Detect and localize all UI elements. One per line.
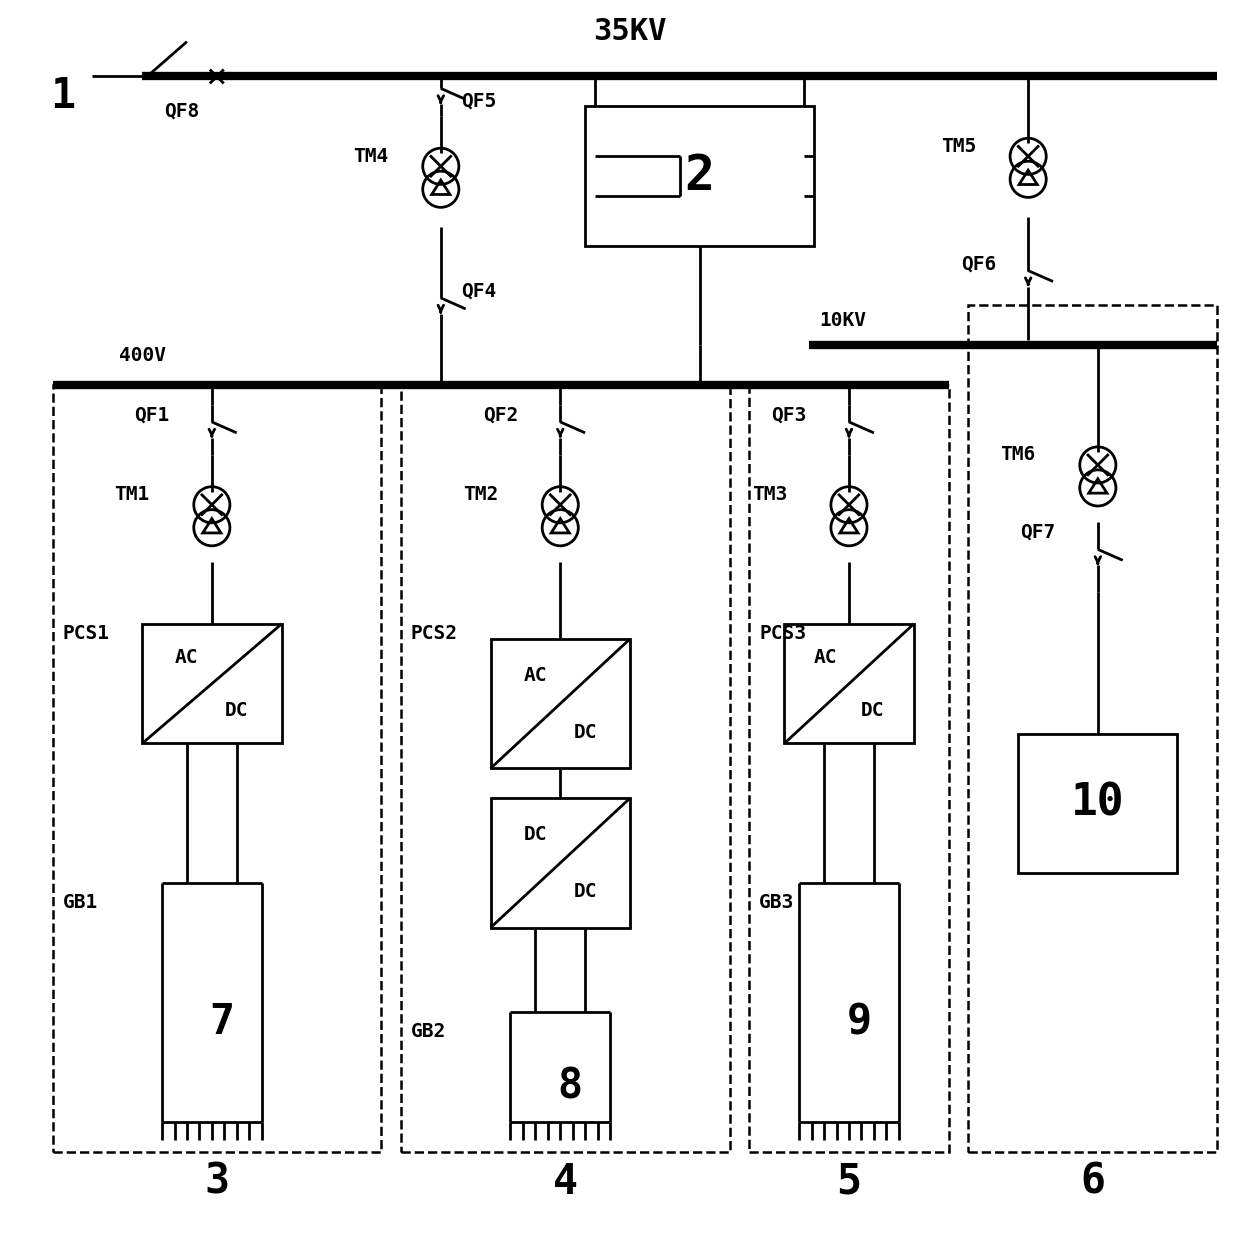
Bar <box>491 799 630 928</box>
Text: 2: 2 <box>684 152 714 201</box>
Text: PCS1: PCS1 <box>62 624 109 643</box>
Text: QF8: QF8 <box>165 102 200 120</box>
Bar <box>585 107 815 246</box>
Text: 35KV: 35KV <box>593 18 667 46</box>
Bar <box>401 385 729 1151</box>
Text: QF3: QF3 <box>771 405 807 424</box>
Text: DC: DC <box>861 701 884 720</box>
Text: DC: DC <box>574 882 598 900</box>
Bar <box>784 624 914 744</box>
Text: AC: AC <box>175 648 198 667</box>
Text: 9: 9 <box>847 1001 872 1043</box>
Text: AC: AC <box>813 648 837 667</box>
Text: TM1: TM1 <box>114 485 150 504</box>
Text: TM3: TM3 <box>751 485 787 504</box>
Text: 6: 6 <box>1080 1160 1105 1203</box>
Text: GB1: GB1 <box>62 893 98 912</box>
Text: QF6: QF6 <box>961 255 996 273</box>
Text: QF7: QF7 <box>1021 523 1055 542</box>
Text: 400V: 400V <box>119 346 166 365</box>
Text: 4: 4 <box>553 1160 578 1203</box>
Text: 10KV: 10KV <box>820 311 866 330</box>
Bar <box>52 385 381 1151</box>
Text: QF2: QF2 <box>482 405 518 424</box>
Text: QF1: QF1 <box>134 405 170 424</box>
Text: PCS2: PCS2 <box>410 624 458 643</box>
Bar <box>143 624 281 744</box>
Text: TM4: TM4 <box>353 147 389 166</box>
Text: 5: 5 <box>837 1160 862 1203</box>
Text: GB3: GB3 <box>759 893 795 912</box>
Text: 7: 7 <box>210 1001 234 1043</box>
Text: 8: 8 <box>558 1066 583 1109</box>
Bar <box>491 640 630 769</box>
Text: QF5: QF5 <box>461 92 496 110</box>
Bar <box>968 306 1218 1151</box>
Text: AC: AC <box>523 666 547 685</box>
Text: 10: 10 <box>1071 781 1125 825</box>
Text: DC: DC <box>226 701 249 720</box>
Text: TM2: TM2 <box>463 485 498 504</box>
Text: QF4: QF4 <box>461 281 496 301</box>
Text: DC: DC <box>523 825 547 844</box>
Text: TM6: TM6 <box>1001 445 1035 464</box>
Text: 1: 1 <box>50 75 74 118</box>
Text: GB2: GB2 <box>410 1022 446 1041</box>
Text: TM5: TM5 <box>941 137 976 155</box>
Text: PCS3: PCS3 <box>759 624 806 643</box>
Text: DC: DC <box>574 722 598 741</box>
Bar <box>1018 734 1178 873</box>
Bar <box>749 385 949 1151</box>
Text: 3: 3 <box>205 1160 229 1203</box>
